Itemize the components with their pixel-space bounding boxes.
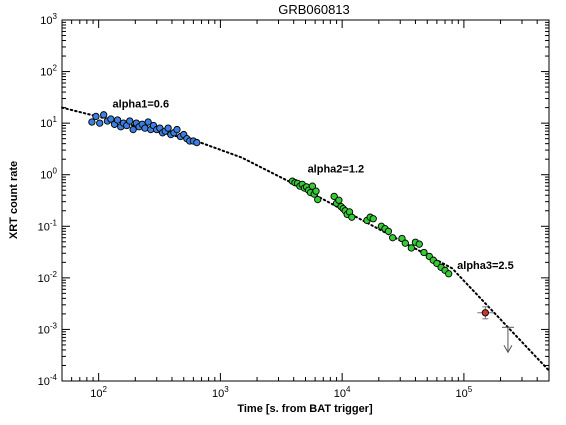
y-axis: 103 102 101 100 10-1 10-2 10-3 10-4 [38,12,549,388]
data-point [330,192,338,201]
data-point [113,116,122,124]
data-point [164,124,172,132]
data-point [389,234,397,242]
y-axis-label: XRT count rate [8,161,20,239]
annotations: alpha1=0.6 alpha2=1.2 alpha3=2.5 [113,99,514,272]
data-point [401,239,409,247]
x-tick-label: 103 [212,385,229,400]
y-tick-label: 103 [40,12,57,27]
x-axis-label: Time [s. from BAT trigger] [237,403,373,415]
y-tick-label: 100 [40,167,57,182]
x-tick-label: 102 [90,385,107,400]
x-axis: 102 103 104 105 [61,20,550,400]
data-point [100,111,108,119]
data-point [445,270,453,278]
y-tick-label: 10-3 [38,321,58,336]
data-point [384,227,393,235]
model-line [61,106,550,372]
data-point [348,213,356,221]
data-point [141,124,149,132]
data-point [126,117,134,125]
data-point [312,187,320,195]
y-tick-label: 102 [40,64,57,79]
data-point [92,112,100,121]
data-point [407,244,415,252]
data-point [173,125,181,134]
slope-annotation: alpha1=0.6 [113,99,170,111]
data-point [314,195,322,204]
y-tick-label: 10-1 [38,218,58,233]
chart-title: GRB060813 [278,2,350,17]
data-point [88,118,96,126]
data-point [96,119,104,127]
slope-annotation: alpha2=1.2 [308,164,365,176]
down-arrow-icon [503,345,513,354]
data-point [144,118,152,126]
data-point [193,138,201,147]
x-tick-label: 105 [456,385,473,400]
data-point [335,196,343,204]
upper-limits [501,326,514,354]
data-point [420,248,428,257]
data-points [88,111,494,320]
data-point [369,215,377,223]
plot-frame [61,19,550,382]
y-tick-label: 101 [40,115,57,130]
data-point [415,240,423,248]
data-point [308,182,317,190]
data-point [129,125,137,134]
x-tick-label: 104 [334,385,351,400]
slope-annotation: alpha3=2.5 [457,260,514,272]
data-point [481,309,489,317]
model-curve [61,106,550,372]
y-tick-label: 10-2 [38,270,58,285]
y-tick-label: 10-4 [38,373,58,388]
